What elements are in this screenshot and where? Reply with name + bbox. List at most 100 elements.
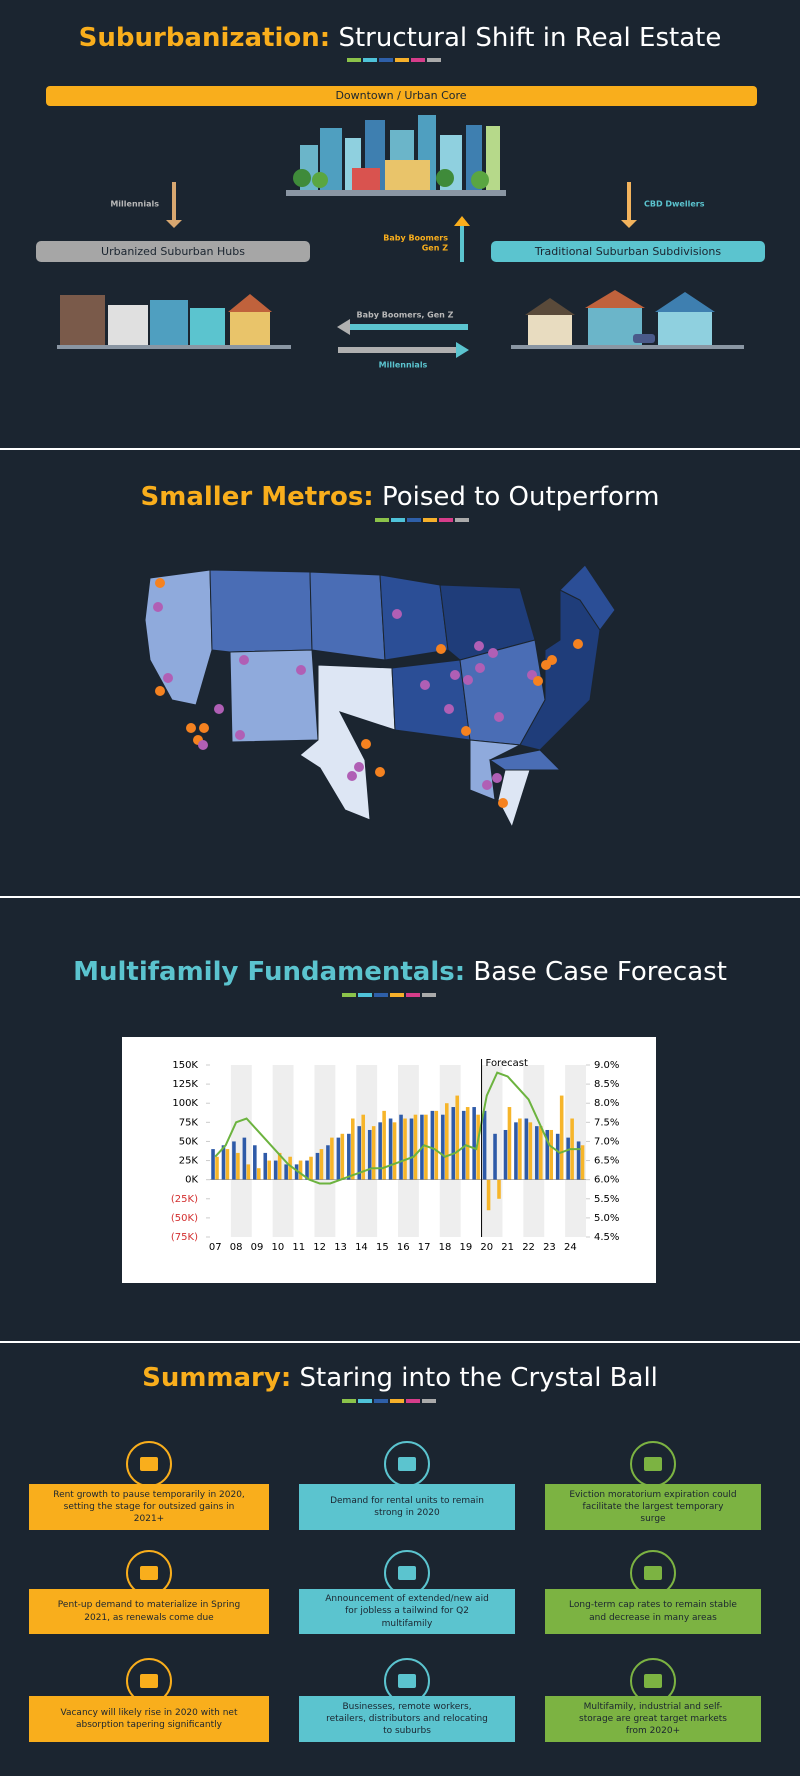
flow-label: Millennials bbox=[110, 200, 159, 209]
y-tick-label: 150K bbox=[172, 1060, 198, 1071]
summary-item: Businesses, remote workers, retailers, d… bbox=[299, 1696, 515, 1742]
bar bbox=[535, 1126, 539, 1180]
x-tick-label: 10 bbox=[272, 1242, 285, 1253]
bar bbox=[576, 1141, 581, 1180]
y-tick-label: 0K bbox=[185, 1175, 198, 1186]
x-tick-label: 09 bbox=[251, 1242, 264, 1253]
year-band bbox=[314, 1065, 336, 1237]
flow-label: Gen Z bbox=[422, 244, 448, 253]
bar bbox=[211, 1149, 215, 1180]
y2-tick-label: 7.5% bbox=[594, 1117, 619, 1128]
metro-markers bbox=[153, 578, 583, 808]
bar bbox=[465, 1107, 470, 1180]
title-rest: Poised to Outperform bbox=[382, 482, 660, 512]
bar bbox=[367, 1129, 372, 1180]
y2-tick-label: 6.5% bbox=[594, 1156, 619, 1167]
bar bbox=[263, 1152, 268, 1180]
bar bbox=[361, 1114, 366, 1180]
y-tick-label: 50K bbox=[179, 1136, 199, 1147]
bar bbox=[305, 1160, 309, 1180]
x-tick-label: 20 bbox=[480, 1242, 493, 1253]
x-tick-label: 23 bbox=[543, 1242, 556, 1253]
y2-tick-label: 8.0% bbox=[594, 1098, 619, 1109]
title-highlight: Suburbanization: bbox=[79, 23, 331, 53]
title-highlight: Summary: bbox=[142, 1363, 291, 1393]
y2-tick-label: 5.0% bbox=[594, 1213, 619, 1224]
bar bbox=[486, 1179, 491, 1211]
y2-tick-label: 5.5% bbox=[594, 1194, 619, 1205]
bar bbox=[549, 1129, 554, 1180]
summary-icon-glyph bbox=[398, 1674, 416, 1688]
summary-icon-glyph bbox=[644, 1674, 662, 1688]
bar bbox=[326, 1145, 330, 1180]
flow-label: CBD Dwellers bbox=[644, 200, 705, 209]
bar bbox=[545, 1129, 550, 1180]
summary-icon-glyph bbox=[644, 1566, 662, 1580]
color-bar bbox=[375, 518, 469, 522]
bar bbox=[378, 1122, 382, 1180]
x-tick-label: 08 bbox=[230, 1242, 243, 1253]
bar bbox=[253, 1145, 257, 1180]
bar bbox=[236, 1152, 240, 1180]
year-band bbox=[356, 1065, 378, 1237]
hub-illustration bbox=[57, 294, 291, 349]
x-tick-label: 18 bbox=[439, 1242, 452, 1253]
y-tick-label: (25K) bbox=[171, 1194, 198, 1205]
x-tick-label: 12 bbox=[313, 1242, 326, 1253]
subdivision-label: Traditional Suburban Subdivisions bbox=[534, 245, 721, 258]
summary-icon-glyph bbox=[140, 1457, 158, 1471]
summary-item: Long-term cap rates to remain stable and… bbox=[545, 1589, 761, 1634]
year-band bbox=[272, 1065, 294, 1237]
bar bbox=[580, 1145, 585, 1180]
bar bbox=[336, 1137, 341, 1180]
bar bbox=[566, 1137, 570, 1180]
bar bbox=[482, 1110, 487, 1180]
summary-item: Pent-up demand to materialize in Spring … bbox=[29, 1589, 269, 1634]
bar bbox=[330, 1137, 334, 1180]
bar bbox=[273, 1160, 278, 1180]
y2-tick-label: 4.5% bbox=[594, 1232, 619, 1243]
x-tick-label: 22 bbox=[522, 1242, 535, 1253]
y2-tick-label: 8.5% bbox=[594, 1079, 619, 1090]
title-rest: Structural Shift in Real Estate bbox=[338, 23, 721, 53]
city-illustration bbox=[286, 115, 506, 196]
chart: 150K 125K 100K 75K 50K 25K 0K (25K) (50K) (75K) 9.… bbox=[171, 1058, 620, 1253]
summary-icon-glyph bbox=[398, 1566, 416, 1580]
bar bbox=[503, 1129, 508, 1180]
bar bbox=[357, 1126, 362, 1180]
summary-icon-glyph bbox=[140, 1566, 158, 1580]
bar bbox=[497, 1179, 501, 1199]
bar bbox=[315, 1152, 320, 1180]
bar bbox=[347, 1133, 351, 1180]
x-tick-label: 15 bbox=[376, 1242, 389, 1253]
bar bbox=[319, 1149, 324, 1180]
bar bbox=[215, 1156, 219, 1180]
bar bbox=[461, 1110, 466, 1180]
summary-item: Announcement of extended/new aid for job… bbox=[299, 1589, 515, 1634]
bar bbox=[246, 1164, 251, 1180]
bar bbox=[507, 1107, 512, 1180]
y2-tick-label: 7.0% bbox=[594, 1136, 619, 1147]
bar bbox=[524, 1118, 529, 1180]
bar bbox=[382, 1110, 386, 1180]
bar bbox=[451, 1107, 456, 1180]
flow-label: Millennials bbox=[379, 361, 428, 370]
summary-item: Multifamily, industrial and self-storage… bbox=[545, 1696, 761, 1742]
y2-tick-label: 9.0% bbox=[594, 1060, 619, 1071]
bar bbox=[399, 1114, 403, 1180]
line-series bbox=[214, 1071, 581, 1185]
bar bbox=[288, 1156, 292, 1180]
bar bbox=[528, 1122, 533, 1180]
y-tick-label: (75K) bbox=[171, 1232, 198, 1243]
section-title: Smaller Metros: Poised to Outperform bbox=[141, 482, 660, 512]
bar bbox=[445, 1103, 449, 1180]
bar bbox=[298, 1160, 303, 1180]
flow-label: Baby Boomers, Gen Z bbox=[357, 311, 454, 320]
bar bbox=[392, 1122, 397, 1180]
bar bbox=[430, 1110, 435, 1180]
us-map bbox=[144, 564, 616, 829]
section-title: Summary: Staring into the Crystal Ball bbox=[142, 1363, 658, 1393]
bar bbox=[455, 1095, 460, 1180]
y-tick-label: 125K bbox=[172, 1079, 198, 1090]
bar bbox=[559, 1095, 564, 1180]
